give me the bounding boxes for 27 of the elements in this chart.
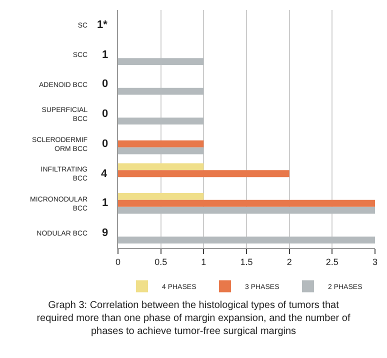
x-tick-label: 2 [286, 256, 292, 267]
x-tick-label: 3 [372, 256, 378, 267]
text: 0 [102, 108, 108, 120]
x-tick-label: 1.5 [240, 256, 253, 267]
bar [118, 192, 204, 200]
text: 4 [101, 168, 108, 180]
text: Graph 3: Correlation between the histological types of tumors that required more than one phase of margin expansion, and the number of phases to achieve tumor-free surgical margins [36, 300, 350, 337]
x-tick-label: 1 [201, 256, 206, 267]
text: 1* [97, 19, 108, 31]
text: 0 [102, 78, 108, 90]
bar [118, 58, 204, 66]
bar [118, 140, 204, 148]
bar [118, 118, 204, 125]
bar [118, 206, 375, 214]
text: 9 [102, 227, 108, 239]
x-tick-label: 0.5 [154, 256, 168, 267]
text: 0 [102, 138, 108, 150]
text: 1 [102, 49, 108, 61]
x-tick-label: 2.5 [326, 256, 338, 267]
bar [118, 163, 204, 170]
x-tick-label: 0 [115, 256, 121, 267]
bar [118, 147, 204, 154]
bar [118, 236, 375, 244]
bar [118, 170, 290, 178]
bar [118, 88, 204, 95]
text: 1 [102, 197, 108, 209]
bar [118, 200, 375, 207]
